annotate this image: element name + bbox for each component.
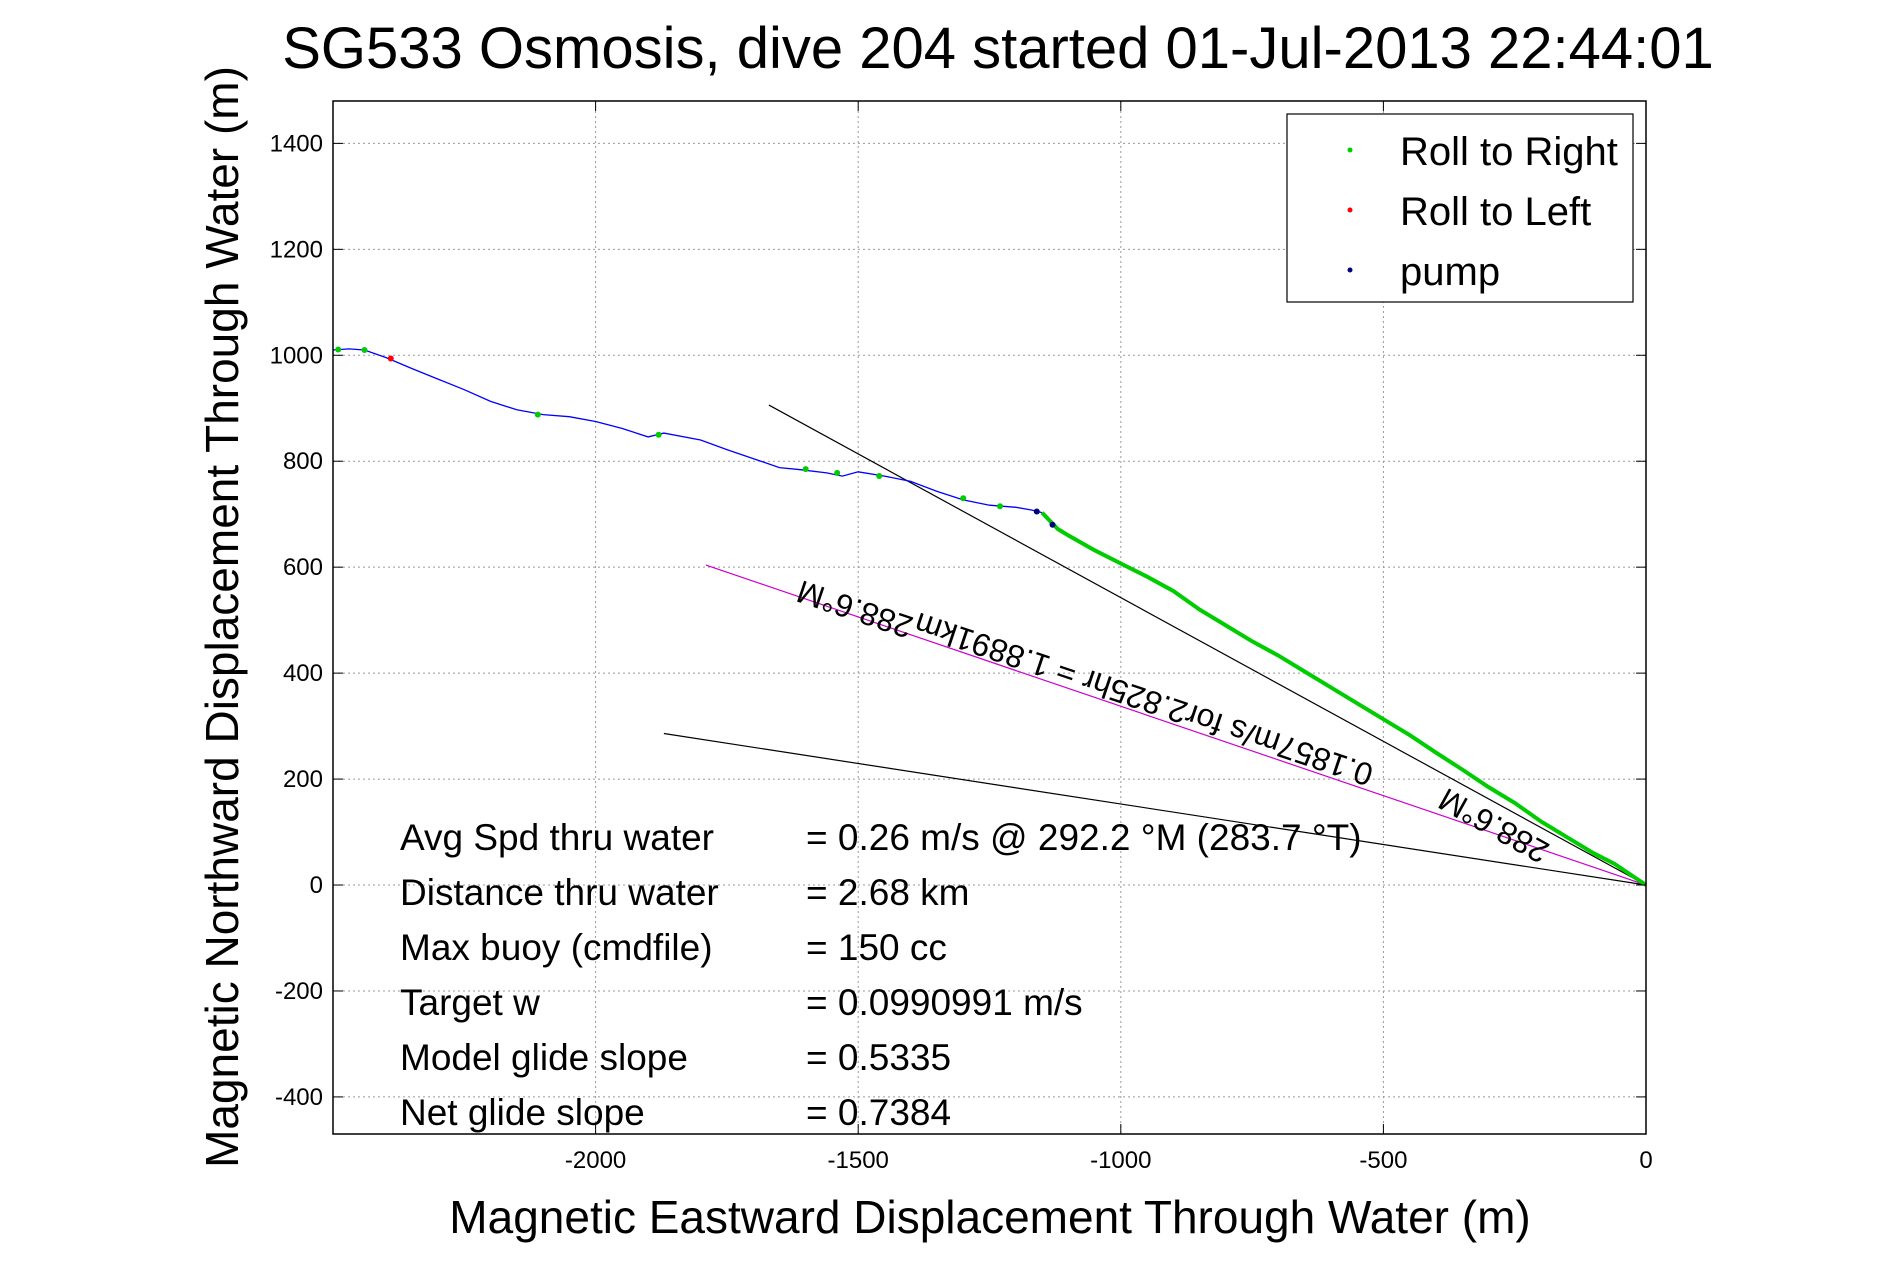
series-point-roll-to-right bbox=[534, 411, 541, 418]
chart-title: SG533 Osmosis, dive 204 started 01-Jul-2… bbox=[282, 16, 1714, 81]
series-point-roll-to-right bbox=[361, 346, 368, 353]
series-point-roll-to-right bbox=[802, 466, 809, 473]
x-axis-label: Magnetic Eastward Displacement Through W… bbox=[449, 1191, 1530, 1243]
y-tick-label: 400 bbox=[283, 660, 323, 687]
x-tick-label: 0 bbox=[1639, 1147, 1652, 1174]
legend-marker bbox=[1347, 267, 1353, 273]
reference-line bbox=[663, 732, 1647, 886]
data-series bbox=[332, 346, 1648, 887]
y-tick-label: -400 bbox=[275, 1084, 323, 1111]
legend-label: pump bbox=[1400, 250, 1500, 294]
x-tick-label: -1500 bbox=[828, 1147, 889, 1174]
legend: Roll to Right Roll to Left pump bbox=[1286, 113, 1634, 303]
series-line-track bbox=[332, 348, 1043, 514]
series-point-roll-to-right bbox=[960, 495, 967, 502]
x-tick-label: -2000 bbox=[565, 1147, 626, 1174]
stat-label: Avg Spd thru water bbox=[400, 817, 714, 858]
y-tick-label: -200 bbox=[275, 978, 323, 1005]
reference-line bbox=[768, 404, 1647, 886]
reference-line bbox=[705, 564, 1647, 886]
stat-label: Distance thru water bbox=[400, 872, 719, 913]
axis-ticks: -2000 -1500 -1000 -500 0-400-200020040060080… bbox=[270, 101, 1653, 1174]
y-axis-label: Magnetic Northward Displacement Through … bbox=[196, 66, 248, 1168]
y-tick-label: 1000 bbox=[270, 342, 323, 369]
legend-marker bbox=[1347, 207, 1353, 213]
stat-label: Model glide slope bbox=[400, 1037, 688, 1078]
grid bbox=[333, 101, 1647, 1134]
series-point-pump bbox=[1049, 521, 1056, 528]
stat-value: = 0.5335 bbox=[806, 1037, 951, 1078]
y-tick-label: 1400 bbox=[270, 130, 323, 157]
y-tick-label: 800 bbox=[283, 448, 323, 475]
stat-label: Max buoy (cmdfile) bbox=[400, 927, 713, 968]
stat-value: = 0.7384 bbox=[806, 1092, 951, 1133]
series-point-roll-to-right bbox=[335, 346, 342, 353]
plot-frame bbox=[332, 100, 1647, 1135]
legend-label: Roll to Left bbox=[1400, 190, 1591, 234]
stat-value: = 150 cc bbox=[806, 927, 947, 968]
legend-entries: Roll to Right Roll to Left pump bbox=[1347, 130, 1618, 294]
legend-label: Roll to Right bbox=[1400, 130, 1618, 174]
x-tick-label: -1000 bbox=[1090, 1147, 1151, 1174]
series-point-roll-to-left bbox=[387, 355, 394, 362]
y-tick-label: 1200 bbox=[270, 236, 323, 263]
legend-marker bbox=[1347, 147, 1353, 153]
series-point-pump bbox=[1033, 508, 1040, 515]
stat-label: Net glide slope bbox=[400, 1092, 645, 1133]
stat-value: = 0.26 m/s @ 292.2 °M (283.7 °T) bbox=[806, 817, 1362, 858]
x-tick-label: -500 bbox=[1359, 1147, 1407, 1174]
y-tick-label: 600 bbox=[283, 554, 323, 581]
stat-value: = 2.68 km bbox=[806, 872, 970, 913]
y-tick-label: 0 bbox=[310, 872, 323, 899]
stat-label: Target w bbox=[400, 982, 540, 1023]
stat-value: = 0.0990991 m/s bbox=[806, 982, 1083, 1023]
legend-box bbox=[1286, 113, 1634, 303]
series-point-roll-to-right bbox=[997, 503, 1004, 510]
series-point-roll-to-right bbox=[834, 469, 841, 476]
series-line-roll-to-right bbox=[1040, 511, 1648, 887]
series-point-roll-to-right bbox=[876, 473, 883, 480]
series-point-roll-to-right bbox=[655, 431, 662, 438]
reference-lines bbox=[663, 404, 1647, 886]
stats-panel: Avg Spd thru water = 0.26 m/s @ 292.2 °M … bbox=[400, 817, 1362, 1133]
y-tick-label: 200 bbox=[283, 766, 323, 793]
